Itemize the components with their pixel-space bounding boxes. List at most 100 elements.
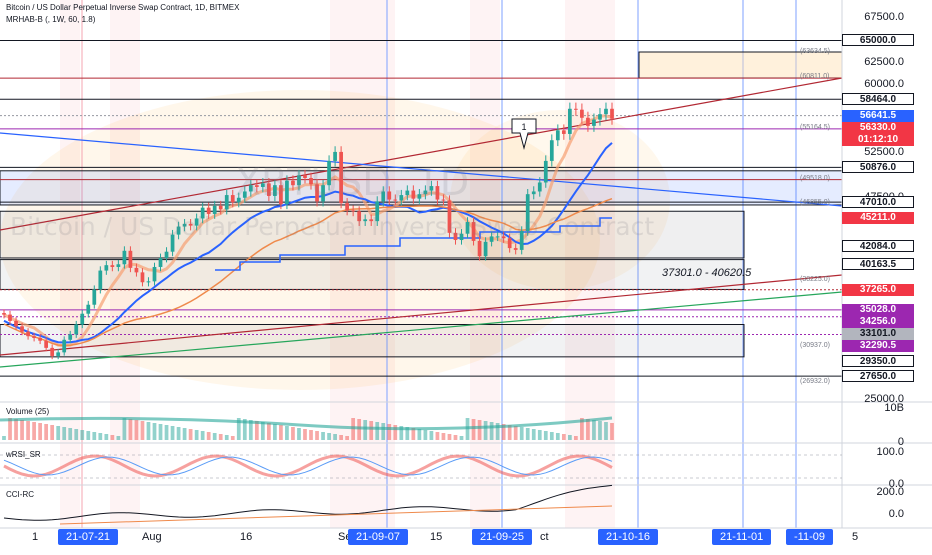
candle-body xyxy=(357,211,362,222)
volume-bar xyxy=(236,418,241,440)
price-label[interactable]: 37265.0 xyxy=(842,283,914,296)
price-label[interactable]: 33101.0 xyxy=(842,327,914,340)
candle-body xyxy=(164,251,169,258)
candle-body xyxy=(285,180,289,205)
candle-body xyxy=(507,238,512,249)
price-label[interactable]: 29350.0 xyxy=(842,354,914,367)
volume-bar xyxy=(387,424,392,440)
y-axis-tick: 52500.0 xyxy=(864,145,904,158)
candle-body xyxy=(26,331,30,337)
candle-body xyxy=(267,183,271,196)
candle-body xyxy=(224,195,229,210)
candle-body xyxy=(567,108,572,134)
volume-bar xyxy=(549,432,554,440)
price-label[interactable]: 34256.0 xyxy=(842,315,914,328)
volume-bar xyxy=(140,421,145,440)
price-label[interactable]: 40163.5 xyxy=(842,257,914,270)
candle-body xyxy=(303,175,307,178)
candle-body xyxy=(14,320,18,327)
price-label[interactable]: 32290.5 xyxy=(842,339,914,352)
candle-body xyxy=(260,183,265,187)
candle-body xyxy=(194,218,199,226)
x-axis-tick: 21-11-01 xyxy=(712,529,772,545)
volume-bar xyxy=(230,436,235,440)
volume-bar xyxy=(405,427,410,440)
price-label[interactable]: 50876.0 xyxy=(842,161,914,174)
volume-bar xyxy=(182,428,187,440)
x-axis-tick: ct xyxy=(540,531,549,543)
candle-body xyxy=(182,223,187,227)
volume-bar xyxy=(580,418,584,440)
y-axis-tick: 62500.0 xyxy=(864,55,904,68)
price-label[interactable]: 01:12:10 xyxy=(842,133,914,146)
price-label[interactable]: 56330.0 xyxy=(842,121,914,134)
volume-bar xyxy=(495,423,500,440)
level-annotation: (49518.0) xyxy=(800,174,830,182)
volume-bar xyxy=(598,421,602,440)
x-axis-tick: 21-10-16 xyxy=(598,529,659,545)
volume-bar xyxy=(435,432,440,440)
candle-body xyxy=(104,265,109,271)
candle-body xyxy=(489,236,494,242)
price-label[interactable]: 56641.5 xyxy=(842,109,914,122)
candle-body xyxy=(309,177,313,185)
callout-marker xyxy=(511,118,537,150)
volume-bar xyxy=(218,434,223,440)
candle-body xyxy=(387,191,392,200)
volume-bar xyxy=(345,436,349,440)
candle-body xyxy=(134,267,139,273)
candle-body xyxy=(423,190,428,195)
volume-bar xyxy=(574,436,578,440)
candle-body xyxy=(369,219,374,222)
volume-bar xyxy=(303,429,307,440)
volume-bar xyxy=(567,435,572,440)
x-axis-tick: -11-09 xyxy=(786,529,833,545)
price-label[interactable]: 27650.0 xyxy=(842,370,914,383)
trendline-lower xyxy=(0,274,843,356)
volume-bar xyxy=(604,422,608,440)
volume-bar xyxy=(321,432,325,440)
candle-body xyxy=(447,200,452,233)
price-label[interactable]: 65000.0 xyxy=(842,34,914,47)
candle-body xyxy=(218,205,223,210)
candle-body xyxy=(574,108,578,110)
candle-body xyxy=(519,231,524,250)
volume-bar xyxy=(327,433,331,440)
candle-body xyxy=(236,197,241,203)
volume-bar xyxy=(176,427,181,440)
volume-bar xyxy=(441,433,446,440)
candle-body xyxy=(381,191,386,202)
volume-bar xyxy=(561,434,566,440)
volume-bar xyxy=(273,424,277,440)
candle-body xyxy=(176,226,181,235)
volume-bar xyxy=(309,430,313,440)
candle-body xyxy=(417,194,422,199)
level-annotation: (63634.5) xyxy=(800,47,830,55)
price-label[interactable]: 47010.0 xyxy=(842,196,914,209)
x-axis-tick: 15 xyxy=(430,531,443,543)
volume-bar xyxy=(146,422,151,440)
indicator-label[interactable]: MRHAB-B (, 1W, 60, 1.8) xyxy=(6,15,96,24)
price-label[interactable]: 42084.0 xyxy=(842,240,914,253)
candle-body xyxy=(453,232,458,241)
volume-bar xyxy=(200,431,205,440)
candle-body xyxy=(513,248,518,250)
volume-bar xyxy=(80,430,85,440)
price-label[interactable]: 35028.0 xyxy=(842,303,914,316)
trendline-green xyxy=(0,291,843,368)
resistance-zone xyxy=(0,170,843,206)
zone-range-label: 37301.0 - 40620.5 xyxy=(662,267,752,279)
volume-bar xyxy=(134,420,139,440)
price-label[interactable]: 45211.0 xyxy=(842,212,914,225)
candle-body xyxy=(158,257,163,267)
chart-title: Bitcoin / US Dollar Perpetual Inverse Sw… xyxy=(6,3,240,12)
volume-bar xyxy=(224,435,229,440)
price-label[interactable]: 58464.0 xyxy=(842,93,914,106)
volume-pane-label: Volume (25) xyxy=(6,407,50,416)
candle-body xyxy=(363,219,368,222)
volume-bar xyxy=(14,419,18,440)
volume-bar xyxy=(489,422,494,440)
volume-bar xyxy=(411,428,416,440)
